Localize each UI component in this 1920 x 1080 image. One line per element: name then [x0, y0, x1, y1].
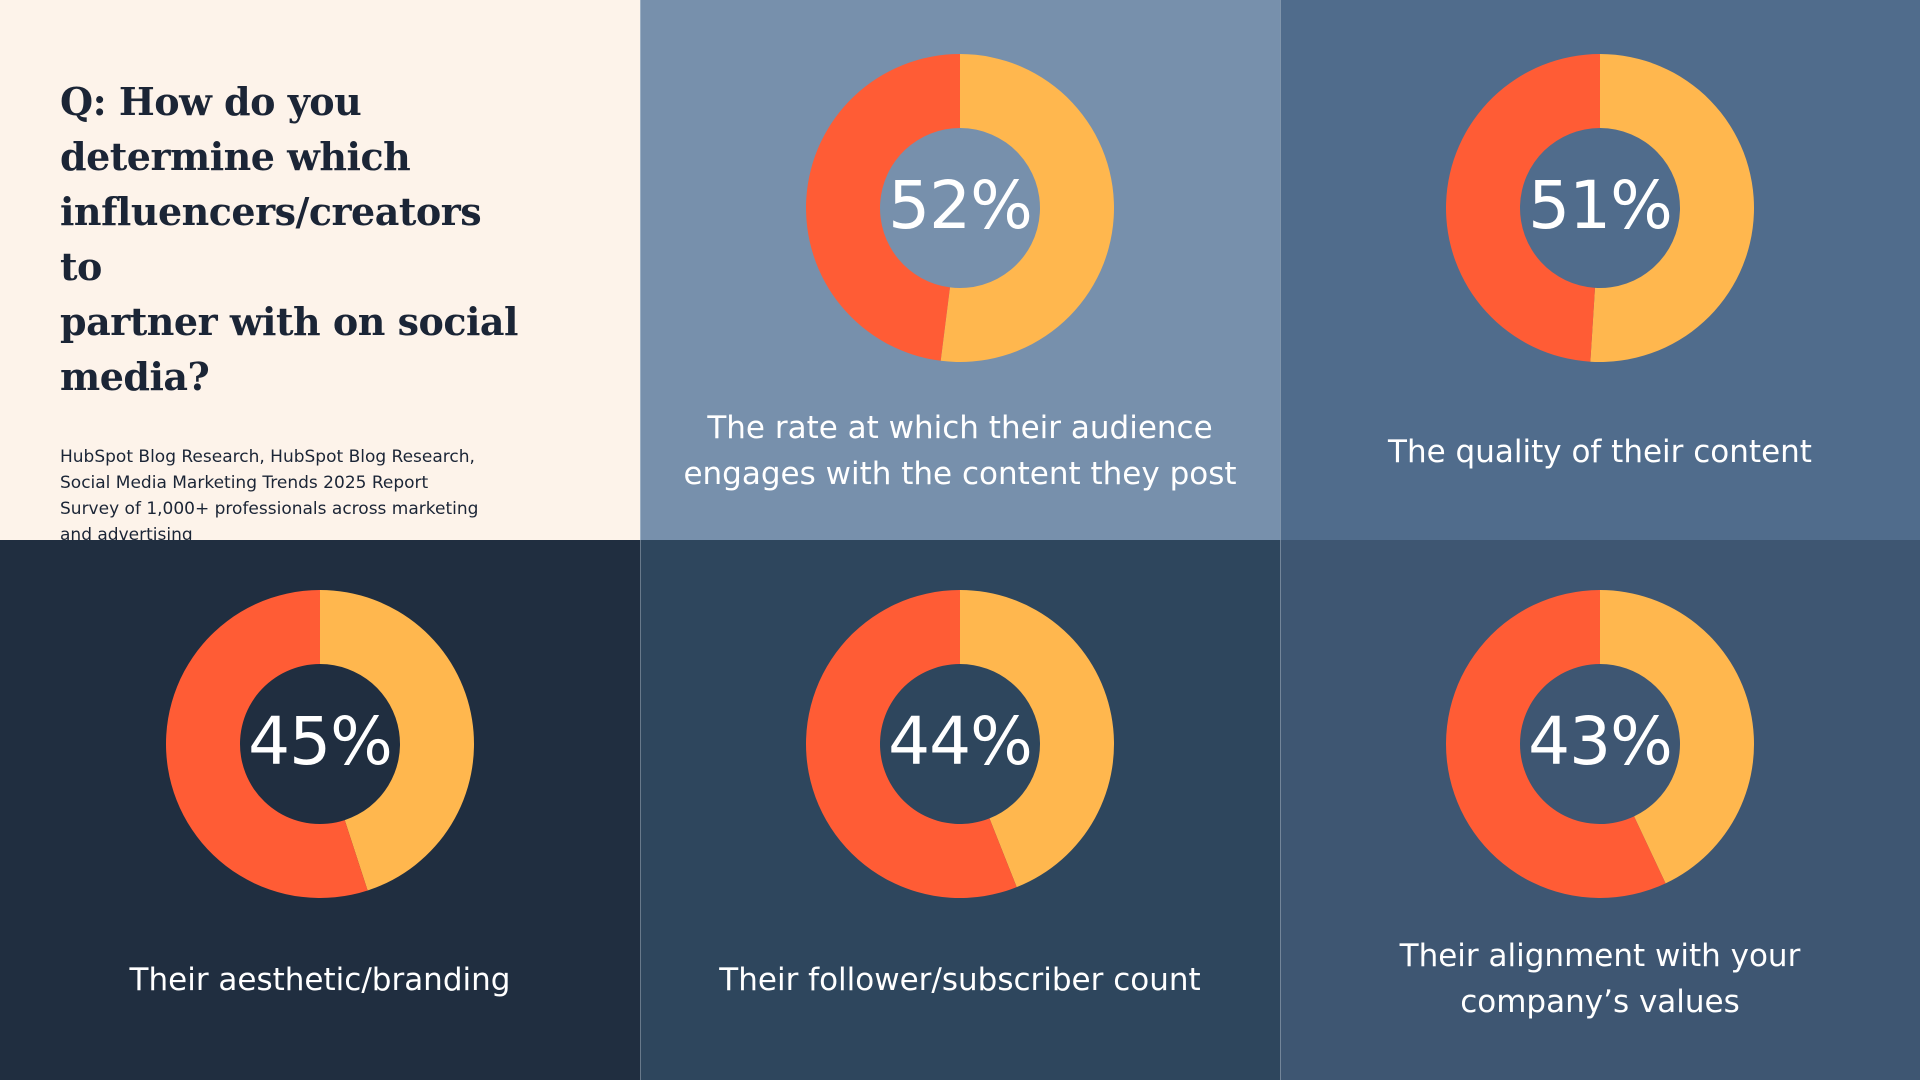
donut-chart: 43% — [1446, 590, 1754, 898]
panel-divider — [1280, 0, 1281, 1080]
donut-arc-secondary — [960, 590, 1114, 888]
stat-label-line: The rate at which their audience — [707, 410, 1213, 446]
source-line: HubSpot Blog Research, HubSpot Blog Rese… — [60, 447, 475, 467]
percentage-value: 43% — [1528, 703, 1672, 780]
question-line: partner with on social — [60, 299, 518, 344]
percentage-value: 45% — [248, 703, 392, 780]
stat-label: Their aesthetic/branding — [20, 957, 620, 1003]
donut-arc-primary — [806, 590, 1017, 898]
stat-label-line: Their follower/subscriber count — [719, 962, 1201, 998]
question-line: Q: How do you — [60, 79, 362, 124]
donut-arc-primary — [1446, 54, 1600, 362]
donut-arc-primary — [1446, 590, 1666, 898]
stat-label-line: engages with the content they post — [683, 456, 1237, 492]
question-line: determine which — [60, 134, 411, 179]
donut-chart: 44% — [806, 590, 1114, 898]
donut-arc-primary — [166, 590, 368, 898]
stat-label: The quality of their content — [1300, 429, 1900, 475]
donut-arc-secondary — [1600, 590, 1754, 884]
stat-panel-audience-engagement: 52% The rate at which their audience eng… — [640, 0, 1280, 540]
panel-divider — [640, 0, 641, 1080]
question-line: media? — [60, 354, 210, 399]
stat-panel-company-values: 43% Their alignment with your company’s … — [1280, 540, 1920, 1080]
question-line: influencers/creators to — [60, 189, 482, 289]
stat-label-line: Their alignment with your — [1399, 938, 1801, 974]
source-note: HubSpot Blog Research, HubSpot Blog Rese… — [60, 444, 530, 540]
intro-panel: Q: How do you determine which influencer… — [0, 0, 640, 540]
stat-label: Their alignment with your company’s valu… — [1300, 933, 1900, 1025]
stat-panel-content-quality: 51% The quality of their content — [1280, 0, 1920, 540]
percentage-value: 51% — [1528, 167, 1672, 244]
percentage-value: 52% — [888, 167, 1032, 244]
source-line: Survey of 1,000+ professionals across ma… — [60, 499, 479, 519]
donut-chart: 52% — [806, 54, 1114, 362]
donut-arc-secondary — [320, 590, 474, 891]
source-line: Social Media Marketing Trends 2025 Repor… — [60, 473, 429, 493]
stat-panel-aesthetic-branding: 45% Their aesthetic/branding — [0, 540, 640, 1080]
donut-chart: 51% — [1446, 54, 1754, 362]
donut-arc-secondary — [940, 54, 1114, 362]
donut-arc-primary — [806, 54, 960, 361]
donut-arc-secondary — [1590, 54, 1754, 362]
source-line: and advertising — [60, 525, 193, 540]
stat-label: Their follower/subscriber count — [660, 957, 1260, 1003]
stat-panel-follower-count: 44% Their follower/subscriber count — [640, 540, 1280, 1080]
percentage-value: 44% — [888, 703, 1032, 780]
donut-chart: 45% — [166, 590, 474, 898]
question-heading: Q: How do you determine which influencer… — [60, 74, 530, 404]
stat-label-line: company’s values — [1460, 984, 1740, 1020]
stat-label: The rate at which their audience engages… — [660, 405, 1260, 497]
stat-label-line: Their aesthetic/branding — [129, 962, 511, 998]
stat-label-line: The quality of their content — [1388, 434, 1812, 470]
